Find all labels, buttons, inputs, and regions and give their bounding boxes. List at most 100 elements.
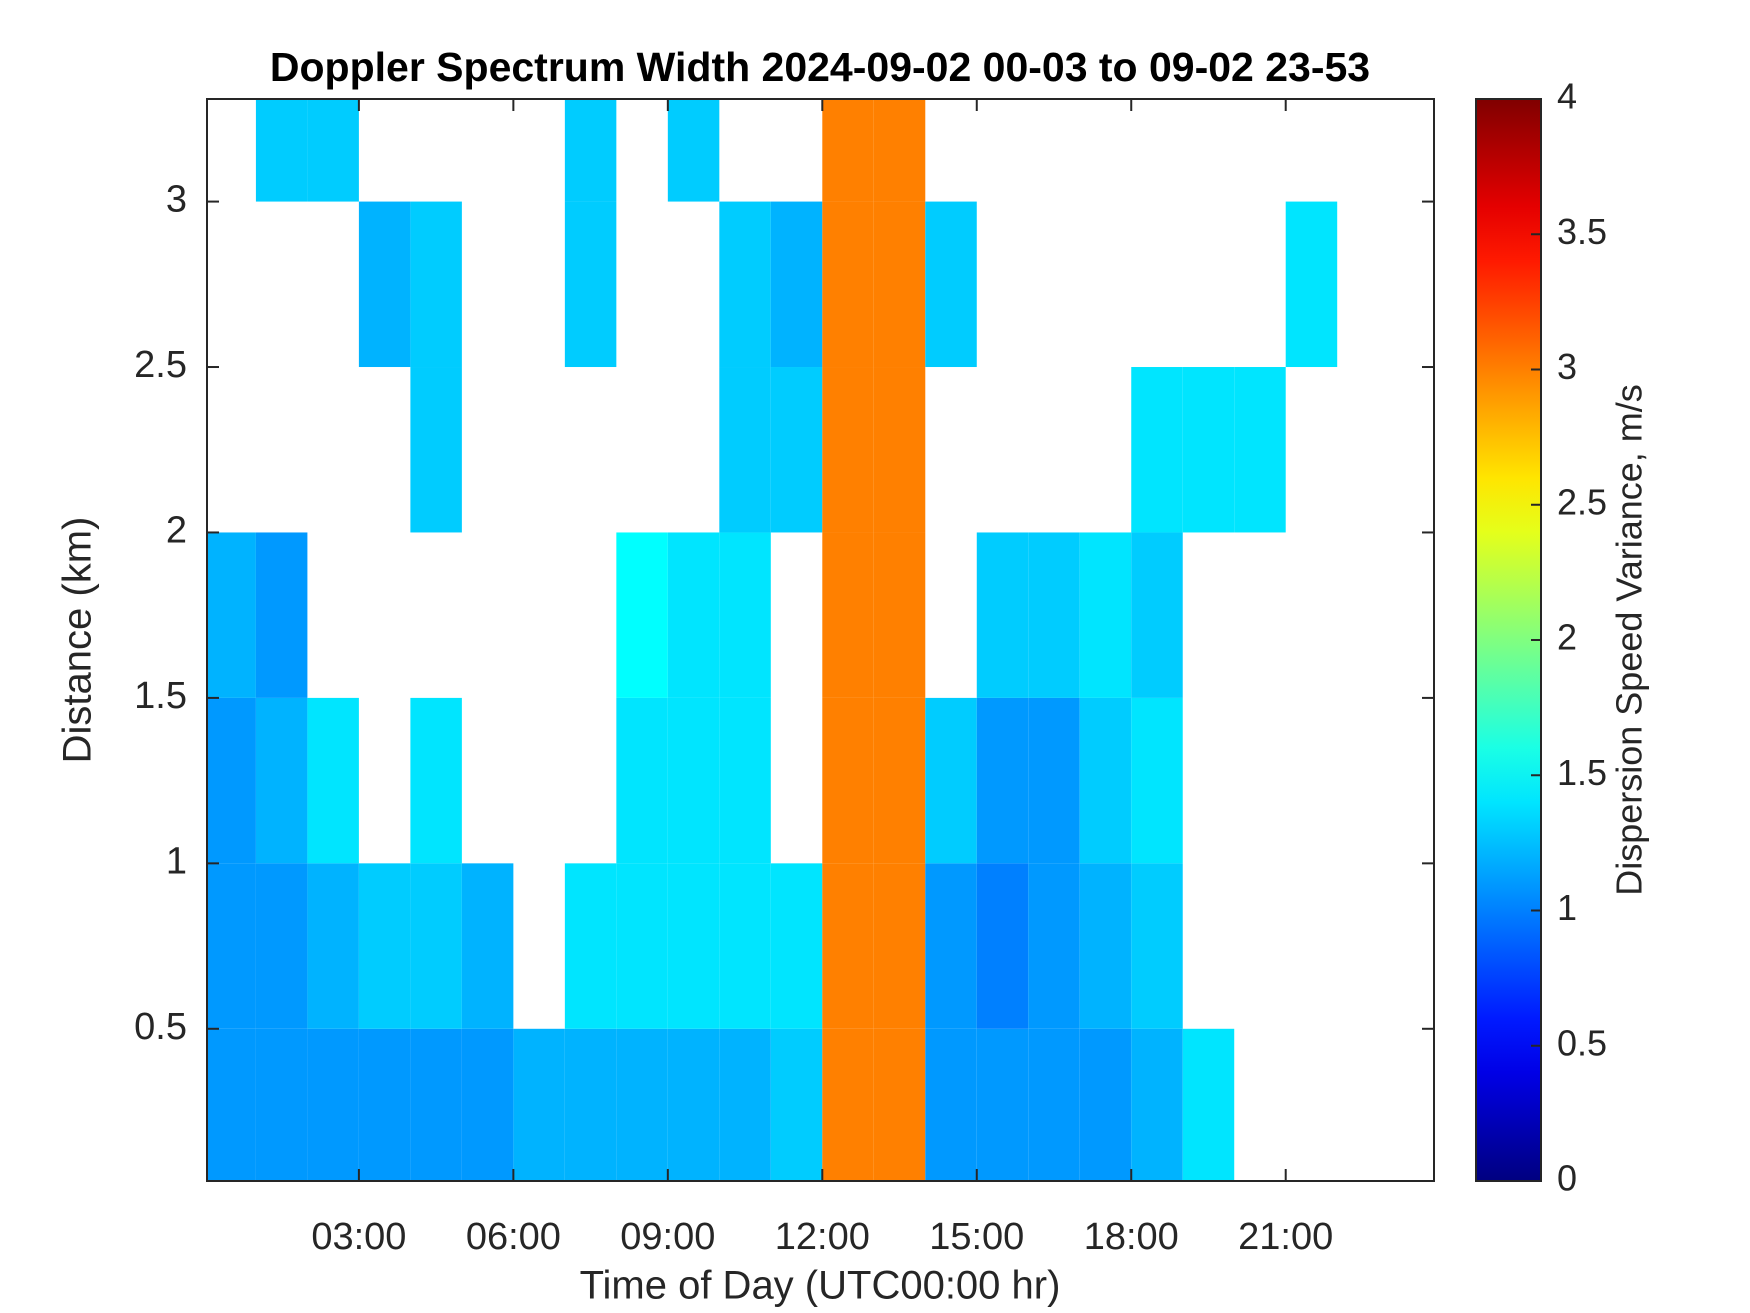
heatmap-cell [822,201,874,368]
heatmap-cell [873,1028,926,1181]
heatmap-cell [1131,697,1183,864]
x-tick-label: 09:00 [620,1216,715,1258]
heatmap-cell [719,697,771,864]
heatmap-cell [873,367,926,533]
y-tick-label: 3 [166,179,187,221]
heatmap-cell [410,367,462,533]
heatmap-cell [667,1028,720,1181]
heatmap-cell [667,863,720,1029]
heatmap-cell [925,863,977,1029]
colorbar-tick-label: 2 [1557,617,1577,658]
heatmap-cell [207,532,256,698]
heatmap-cell [358,201,411,368]
heatmap-cell [255,532,308,698]
heatmap-cell [1079,1028,1132,1181]
heatmap-cell [770,1028,823,1181]
colorbar-tick-label: 3 [1557,346,1577,387]
heatmap-cell [616,1028,668,1181]
heatmap-cell [255,697,308,864]
heatmap-cell [1131,863,1183,1029]
heatmap-cell [925,697,977,864]
heatmap-cell [719,367,771,533]
heatmap-cell [976,863,1029,1029]
colorbar-label: Dispersion Speed Variance, m/s [1609,384,1650,896]
colorbar-tick-label: 2.5 [1557,481,1607,522]
x-tick-label: 12:00 [775,1216,870,1258]
heatmap-cell [822,863,874,1029]
heatmap-cell [1028,863,1080,1029]
heatmap-cell [1028,697,1080,864]
colorbar [1475,98,1542,1182]
heatmap-cell [925,201,977,368]
heatmap-cell [207,863,256,1029]
heatmap-cell [667,532,720,698]
heatmap-cell [1131,532,1183,698]
heatmap-cell [358,863,411,1029]
heatmap-cell [976,532,1029,698]
x-tick-label: 06:00 [466,1216,561,1258]
heatmap-cell [1182,1028,1235,1181]
heatmap-cell [255,1028,308,1181]
heatmap-cell [873,201,926,368]
heatmap-cell [1079,532,1132,698]
heatmap-cell [616,697,668,864]
y-tick-label: 1.5 [134,675,187,717]
colorbar-tick-label: 0.5 [1557,1022,1607,1063]
heatmap-cell [1028,532,1080,698]
heatmap-cell [770,367,823,533]
heatmap-cell [719,201,771,368]
heatmap-cell [822,697,874,864]
heatmap-cell [976,697,1029,864]
heatmap-cell [719,1028,771,1181]
y-tick-label: 1 [166,840,187,882]
heatmap-cell [410,697,462,864]
heatmap-cell [873,532,926,698]
heatmap-cell [1131,367,1183,533]
heatmap-cell [410,1028,462,1181]
colorbar-tick-label: 1.5 [1557,752,1607,793]
heatmap-cell [307,1028,359,1181]
heatmap-cell [822,99,874,202]
heatmap-cell [1079,863,1132,1029]
heatmap-cell [461,1028,514,1181]
heatmap-cell [564,201,617,368]
heatmap-cell [307,863,359,1029]
colorbar-tick-label: 1 [1557,887,1577,928]
heatmap-cell [770,863,823,1029]
heatmap-cell [1131,1028,1183,1181]
heatmap-cell [667,99,720,202]
x-tick-label: 18:00 [1084,1216,1179,1258]
heatmap-cell [616,532,668,698]
y-axis-label: Distance (km) [56,517,100,764]
heatmap-cell [564,863,617,1029]
heatmap-cell [255,863,308,1029]
heatmap-cell [564,99,617,202]
heatmap-cell [667,697,720,864]
x-tick-label: 21:00 [1238,1216,1333,1258]
colorbar-tick-label: 4 [1557,76,1577,117]
y-tick-label: 2.5 [134,344,187,386]
x-tick-label: 03:00 [311,1216,406,1258]
heatmap-cell [719,863,771,1029]
heatmap-cell [719,532,771,698]
x-axis-label: Time of Day (UTC00:00 hr) [580,1264,1061,1308]
y-tick-label: 2 [166,509,187,551]
heatmap-cell [307,99,359,202]
plot-frame [206,98,1435,1182]
heatmap-cell [1182,367,1235,533]
heatmap-cell [207,1028,256,1181]
heatmap-cell [207,697,256,864]
heatmap-cell [616,863,668,1029]
heatmap-cell [873,99,926,202]
heatmap-cell [925,1028,977,1181]
heatmap-cell [1028,1028,1080,1181]
heatmap-cell [770,201,823,368]
heatmap-cell [976,1028,1029,1181]
heatmap-cell [822,532,874,698]
heatmap-cell [1079,697,1132,864]
heatmap-cell [461,863,514,1029]
heatmap [207,99,1338,1181]
heatmap-cell [822,367,874,533]
heatmap-cell [873,697,926,864]
